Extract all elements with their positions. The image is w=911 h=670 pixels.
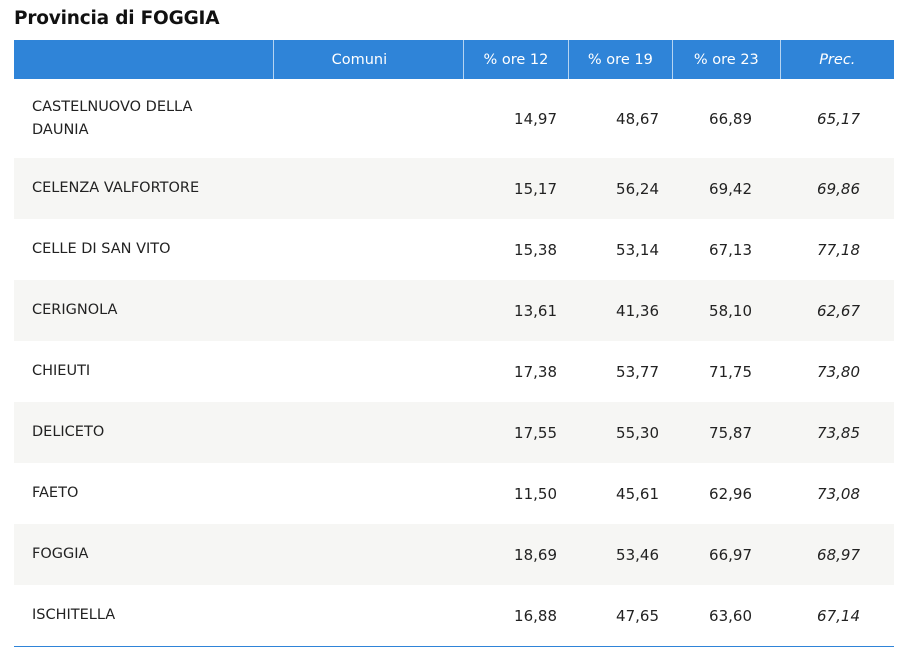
comune-name: CHIEUTI [32,363,91,379]
header-comuni[interactable]: Comuni [272,40,463,79]
value-ore-12: 16,88 [514,606,557,625]
table-row: FOGGIA 18,69 53,46 66,97 68,97 [14,524,894,585]
header-ore-12[interactable]: % ore 12 [463,40,567,79]
table-row: CELLE DI SAN VITO 15,38 53,14 67,13 77,1… [14,219,894,280]
value-ore-19: 45,61 [616,484,659,503]
header-ore-23[interactable]: % ore 23 [672,40,779,79]
comune-name: CELLE DI SAN VITO [32,241,171,257]
value-ore-23: 69,42 [709,179,752,198]
value-ore-23: 67,13 [709,240,752,259]
value-ore-12: 15,38 [514,240,557,259]
comune-name: CELENZA VALFORTORE [32,180,200,196]
value-prec: 73,80 [817,362,860,381]
value-ore-19: 47,65 [616,606,659,625]
comune-name: ISCHITELLA [32,607,116,623]
value-ore-12: 17,38 [514,362,557,381]
table-row: FAETO 11,50 45,61 62,96 73,08 [14,463,894,524]
comune-name: DELICETO [32,424,105,440]
comune-name: FOGGIA [32,546,89,562]
value-ore-19: 55,30 [616,423,659,442]
header-blank-cell [14,40,273,79]
value-ore-12: 17,55 [514,423,557,442]
comune-name: FAETO [32,485,79,501]
table-row: CHIEUTI 17,38 53,77 71,75 73,80 [14,341,894,402]
value-prec: 69,86 [817,179,860,198]
header-ore-19[interactable]: % ore 19 [567,40,672,79]
value-prec: 68,97 [817,545,860,564]
table-row: CASTELNUOVO DELLA DAUNIA 14,97 48,67 66,… [14,79,894,158]
comune-name: CASTELNUOVO DELLA DAUNIA [32,98,193,138]
value-prec: 62,67 [817,301,860,320]
value-prec: 73,08 [817,484,860,503]
value-prec: 77,18 [817,240,860,259]
table-row: CELENZA VALFORTORE 15,17 56,24 69,42 69,… [14,158,894,219]
value-ore-23: 66,89 [709,109,752,128]
value-ore-23: 66,97 [709,545,752,564]
value-ore-19: 48,67 [616,109,659,128]
value-ore-19: 41,36 [616,301,659,320]
turnout-table: Comuni % ore 12 % ore 19 % ore 23 Prec. … [14,40,894,647]
page-title: Provincia di FOGGIA [14,8,220,29]
value-ore-23: 62,96 [709,484,752,503]
value-ore-19: 53,14 [616,240,659,259]
table-row: ISCHITELLA 16,88 47,65 63,60 67,14 [14,585,894,646]
value-ore-19: 53,77 [616,362,659,381]
value-ore-12: 14,97 [514,109,557,128]
table-header: Comuni % ore 12 % ore 19 % ore 23 Prec. [14,40,894,79]
value-ore-19: 53,46 [616,545,659,564]
table-bottom-border [14,646,894,647]
value-ore-23: 63,60 [709,606,752,625]
value-ore-23: 58,10 [709,301,752,320]
value-ore-19: 56,24 [616,179,659,198]
value-ore-12: 15,17 [514,179,557,198]
value-ore-12: 13,61 [514,301,557,320]
value-ore-12: 18,69 [514,545,557,564]
value-ore-23: 75,87 [709,423,752,442]
value-ore-12: 11,50 [514,484,557,503]
table-row: DELICETO 17,55 55,30 75,87 73,85 [14,402,894,463]
header-prec[interactable]: Prec. [779,40,894,79]
value-prec: 67,14 [817,606,860,625]
value-ore-23: 71,75 [709,362,752,381]
table-row: CERIGNOLA 13,61 41,36 58,10 62,67 [14,280,894,341]
value-prec: 73,85 [817,423,860,442]
value-prec: 65,17 [817,109,860,128]
comune-name: CERIGNOLA [32,302,118,318]
